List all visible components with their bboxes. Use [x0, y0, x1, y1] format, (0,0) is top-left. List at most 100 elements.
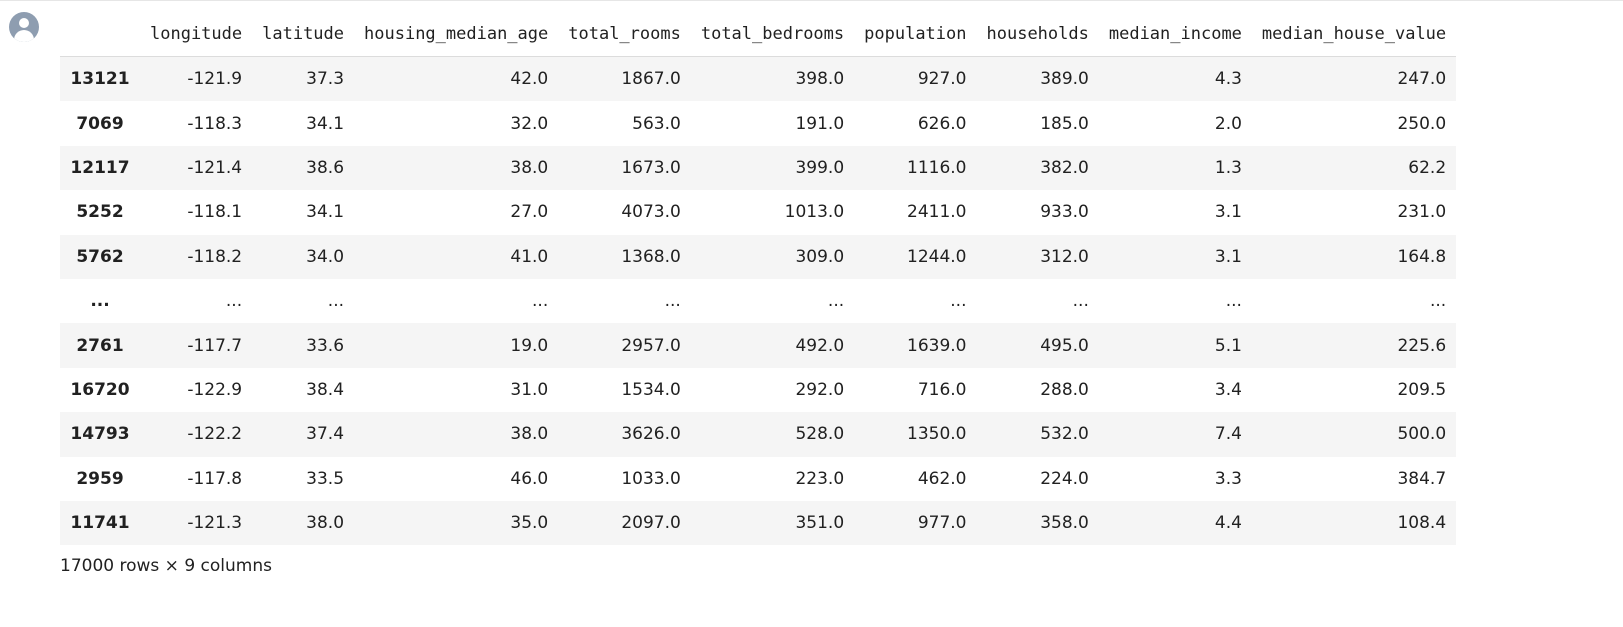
table-cell: 2.0 — [1214, 113, 1242, 134]
table-row: 16720 -122.9 38.4 31.0 1534.0 292.0 716.0 288.0… — [60, 367, 1457, 413]
table-cell: 33.5 — [306, 468, 345, 489]
table-cell: 2411.0 — [907, 202, 967, 223]
table-cell: 4.4 — [1214, 513, 1242, 534]
table-row: 11741 -121.3 38.0 35.0 2097.0 351.0 977.0 358.0… — [60, 500, 1457, 546]
table-cell: 225.6 — [1397, 335, 1447, 356]
table-cell: 1013.0 — [784, 202, 845, 223]
row-index: 5252 — [76, 202, 124, 223]
table-cell: 3.4 — [1214, 379, 1242, 400]
table-cell: 977.0 — [917, 513, 967, 534]
row-index: 14793 — [70, 424, 130, 445]
table-cell: 33.6 — [306, 335, 345, 356]
table-cell: 492.0 — [795, 335, 845, 356]
table-cell: 500.0 — [1397, 424, 1447, 445]
table-cell: 3.1 — [1214, 202, 1242, 223]
column-header: latitude — [252, 12, 355, 57]
table-cell: 2957.0 — [621, 335, 681, 356]
table-cell: 34.0 — [306, 246, 345, 267]
table-cell: -122.2 — [187, 424, 243, 445]
table-row: .............................. — [60, 278, 1457, 324]
table-row: 2959 -117.8 33.5 46.0 1033.0 223.0 462.0 224.0 3… — [60, 456, 1457, 501]
table-cell: 927.0 — [917, 69, 967, 90]
table-cell: 1.3 — [1214, 157, 1242, 178]
table-cell: -121.3 — [187, 513, 243, 534]
table-cell: 4073.0 — [621, 202, 681, 223]
user-avatar-icon[interactable] — [9, 12, 39, 42]
column-header: total_rooms — [558, 12, 691, 57]
row-index: 2959 — [76, 468, 124, 489]
row-index: 12117 — [70, 157, 130, 178]
dataframe-shape-summary: 17000 rows × 9 columns — [60, 556, 272, 576]
table-cell: 563.0 — [632, 113, 681, 134]
table-cell: 358.0 — [1040, 513, 1089, 534]
table-cell: 38.0 — [306, 513, 345, 534]
row-index: 5762 — [76, 246, 124, 267]
table-cell: 528.0 — [795, 424, 845, 445]
column-header: longitude — [140, 12, 253, 57]
table-row: 7069 -118.3 34.1 32.0 563.0 191.0 626.0 185.0 2.… — [60, 101, 1457, 146]
table-cell: 716.0 — [917, 379, 967, 400]
table-row: 12117 -121.4 38.6 38.0 1673.0 399.0 1116.0 382.… — [60, 145, 1457, 191]
table-cell: ... — [664, 291, 681, 312]
table-cell: ... — [327, 291, 345, 312]
column-header: housing_median_age — [354, 12, 559, 57]
table-cell: 38.0 — [510, 424, 549, 445]
table-cell: 42.0 — [510, 69, 549, 90]
table-cell: ... — [225, 291, 243, 312]
table-cell: 1368.0 — [621, 246, 681, 267]
row-index: ... — [90, 291, 110, 312]
table-cell: 164.8 — [1397, 246, 1447, 267]
table-cell: 19.0 — [510, 335, 549, 356]
table-cell: 250.0 — [1397, 113, 1447, 134]
row-index: 2761 — [76, 335, 124, 356]
table-cell: 224.0 — [1040, 468, 1089, 489]
table-cell: 46.0 — [510, 468, 549, 489]
table-cell: 31.0 — [510, 379, 549, 400]
column-header: households — [976, 12, 1099, 57]
table-cell: 1033.0 — [621, 468, 681, 489]
table-cell: 185.0 — [1040, 113, 1089, 134]
table-cell: 247.0 — [1397, 69, 1447, 90]
cell-top-divider — [0, 0, 1623, 1]
table-cell: 288.0 — [1040, 379, 1089, 400]
table-cell: -118.3 — [187, 113, 243, 134]
table-cell: -117.8 — [187, 468, 243, 489]
table-cell: 34.1 — [306, 113, 345, 134]
table-row: 5762 -118.2 34.0 41.0 1368.0 309.0 1244.0 312.0… — [60, 234, 1457, 279]
table-cell: 3.1 — [1214, 246, 1242, 267]
table-cell: 389.0 — [1040, 69, 1089, 90]
table-cell: 27.0 — [510, 202, 549, 223]
table-cell: -118.1 — [187, 202, 243, 223]
table-cell: 108.4 — [1397, 513, 1447, 534]
table-cell: ... — [532, 291, 549, 312]
table-cell: ... — [1072, 291, 1089, 312]
table-cell: 3.3 — [1214, 468, 1242, 489]
row-index: 13121 — [70, 69, 130, 90]
table-cell: 312.0 — [1040, 246, 1089, 267]
table-cell: 1116.0 — [907, 157, 967, 178]
table-cell: 223.0 — [795, 468, 845, 489]
table-row: 14793 -122.2 37.4 38.0 3626.0 528.0 1350.0 532.… — [60, 412, 1457, 457]
table-row: 2761 -117.7 33.6 19.0 2957.0 492.0 1639.0 495.0… — [60, 323, 1457, 368]
table-cell: -122.9 — [187, 379, 243, 400]
table-cell: 292.0 — [795, 379, 845, 400]
table-cell: 34.1 — [306, 202, 345, 223]
table-cell: 1244.0 — [907, 246, 967, 267]
table-cell: 933.0 — [1040, 202, 1089, 223]
table-cell: 37.3 — [306, 69, 345, 90]
column-header: median_income — [1098, 12, 1252, 57]
table-cell: 209.5 — [1397, 379, 1447, 400]
table-cell: 35.0 — [510, 513, 549, 534]
dataframe-table: longitude latitude housing_median_age to… — [60, 12, 1457, 546]
table-cell: 4.3 — [1214, 69, 1242, 90]
table-cell: 37.4 — [306, 424, 345, 445]
table-cell: -121.9 — [187, 69, 243, 90]
table-cell: 1867.0 — [621, 69, 681, 90]
header-row: longitude latitude housing_median_age to… — [60, 12, 1457, 57]
table-row: 5252 -118.1 34.1 27.0 4073.0 1013.0 2411.0 933.… — [60, 190, 1457, 235]
table-cell: 1639.0 — [907, 335, 967, 356]
table-cell: 38.6 — [306, 157, 345, 178]
table-cell: 41.0 — [510, 246, 549, 267]
table-cell: 7.4 — [1214, 424, 1242, 445]
table-cell: 309.0 — [795, 246, 845, 267]
